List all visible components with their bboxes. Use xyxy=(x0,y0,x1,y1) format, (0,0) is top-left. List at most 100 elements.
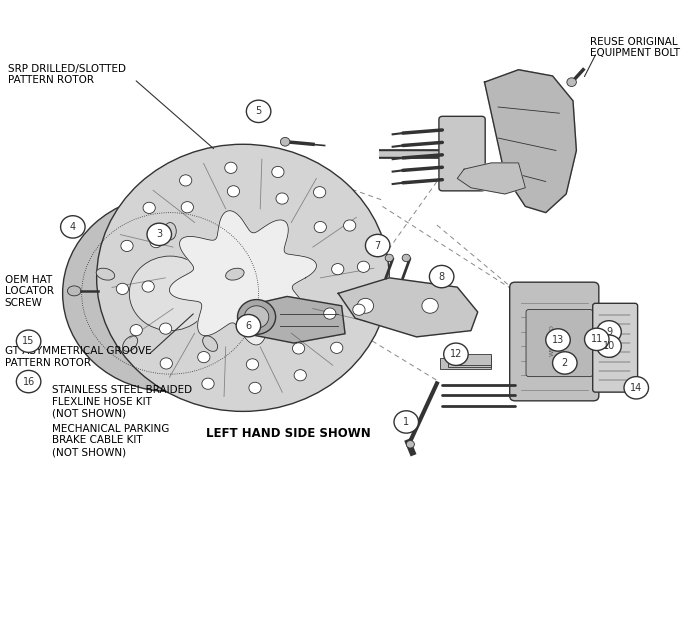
Circle shape xyxy=(552,352,577,374)
FancyBboxPatch shape xyxy=(593,303,638,392)
Circle shape xyxy=(116,283,129,295)
Circle shape xyxy=(402,254,410,261)
FancyBboxPatch shape xyxy=(510,282,598,401)
Circle shape xyxy=(294,369,307,381)
Bar xyxy=(455,354,491,365)
Circle shape xyxy=(143,202,155,213)
Text: 9: 9 xyxy=(606,327,612,337)
Text: 1: 1 xyxy=(403,417,410,427)
Circle shape xyxy=(202,378,214,389)
Bar xyxy=(449,356,491,367)
Text: 11: 11 xyxy=(591,334,603,344)
Text: 5: 5 xyxy=(256,106,262,116)
Circle shape xyxy=(444,343,468,366)
Polygon shape xyxy=(169,211,316,345)
Text: 16: 16 xyxy=(22,376,35,387)
Circle shape xyxy=(130,324,142,336)
Circle shape xyxy=(357,298,374,313)
Circle shape xyxy=(225,162,237,173)
Polygon shape xyxy=(338,278,477,337)
Circle shape xyxy=(246,100,271,122)
Circle shape xyxy=(357,261,370,273)
FancyBboxPatch shape xyxy=(439,116,485,191)
Text: OEM HAT
LOCATOR
SCREW: OEM HAT LOCATOR SCREW xyxy=(5,275,54,308)
Circle shape xyxy=(249,383,261,394)
Circle shape xyxy=(62,195,278,391)
Text: MECHANICAL PARKING
BRAKE CABLE KIT
(NOT SHOWN): MECHANICAL PARKING BRAKE CABLE KIT (NOT … xyxy=(52,424,170,457)
Circle shape xyxy=(406,441,414,448)
Text: GT ASYMMETRICAL GROOVE
PATTERN ROTOR: GT ASYMMETRICAL GROOVE PATTERN ROTOR xyxy=(5,346,151,368)
Circle shape xyxy=(584,328,609,351)
Circle shape xyxy=(272,167,284,178)
Text: 8: 8 xyxy=(439,271,444,281)
Text: 4: 4 xyxy=(70,222,76,232)
Text: 12: 12 xyxy=(449,349,462,359)
Circle shape xyxy=(276,193,288,204)
Ellipse shape xyxy=(96,268,115,280)
Circle shape xyxy=(293,343,304,354)
Circle shape xyxy=(150,236,162,248)
Circle shape xyxy=(323,308,336,319)
Circle shape xyxy=(597,321,622,343)
Circle shape xyxy=(197,351,210,363)
Text: 14: 14 xyxy=(630,383,643,392)
Circle shape xyxy=(61,216,85,238)
Text: 2: 2 xyxy=(561,358,568,368)
Text: 3: 3 xyxy=(156,230,162,240)
Circle shape xyxy=(281,137,290,146)
Text: STAINLESS STEEL BRAIDED
FLEXLINE HOSE KIT
(NOT SHOWN): STAINLESS STEEL BRAIDED FLEXLINE HOSE KI… xyxy=(52,385,192,419)
Text: LEFT HAND SIDE SHOWN: LEFT HAND SIDE SHOWN xyxy=(206,427,370,440)
Circle shape xyxy=(546,329,570,351)
Circle shape xyxy=(314,187,326,198)
Bar xyxy=(440,358,491,369)
Ellipse shape xyxy=(225,268,244,280)
Polygon shape xyxy=(484,70,576,213)
Text: WILWOOD: WILWOOD xyxy=(612,329,617,357)
Circle shape xyxy=(385,254,393,261)
FancyBboxPatch shape xyxy=(526,310,593,377)
Circle shape xyxy=(394,411,419,433)
Circle shape xyxy=(244,306,269,328)
Text: 15: 15 xyxy=(22,336,35,346)
Circle shape xyxy=(142,281,154,292)
Circle shape xyxy=(353,304,365,315)
Circle shape xyxy=(16,330,41,353)
Circle shape xyxy=(567,78,576,87)
Circle shape xyxy=(365,235,390,256)
Polygon shape xyxy=(457,163,525,194)
Text: 10: 10 xyxy=(603,341,615,351)
Ellipse shape xyxy=(203,336,218,351)
Ellipse shape xyxy=(122,336,138,351)
Text: 6: 6 xyxy=(245,321,251,331)
Circle shape xyxy=(552,331,564,343)
Circle shape xyxy=(130,256,211,331)
Text: WILWOOD: WILWOOD xyxy=(550,324,555,356)
Circle shape xyxy=(429,265,454,288)
Text: 13: 13 xyxy=(552,335,564,345)
Circle shape xyxy=(16,371,41,392)
Ellipse shape xyxy=(67,286,81,296)
Circle shape xyxy=(181,202,193,213)
Circle shape xyxy=(237,300,276,334)
Text: 7: 7 xyxy=(374,240,381,250)
Circle shape xyxy=(147,223,172,245)
Circle shape xyxy=(160,358,172,369)
Circle shape xyxy=(422,298,438,313)
Circle shape xyxy=(228,186,239,197)
Text: REUSE ORIGINAL
EQUIPMENT BOLT: REUSE ORIGINAL EQUIPMENT BOLT xyxy=(590,37,680,59)
Circle shape xyxy=(314,222,326,233)
Circle shape xyxy=(121,240,133,251)
Circle shape xyxy=(179,175,192,186)
Circle shape xyxy=(236,314,260,337)
Circle shape xyxy=(597,335,622,358)
Circle shape xyxy=(624,377,648,399)
Circle shape xyxy=(246,359,258,370)
Circle shape xyxy=(332,263,344,275)
Circle shape xyxy=(160,323,172,334)
Text: SRP DRILLED/SLOTTED
PATTERN ROTOR: SRP DRILLED/SLOTTED PATTERN ROTOR xyxy=(8,64,126,85)
Circle shape xyxy=(97,144,389,411)
Circle shape xyxy=(330,342,343,353)
Ellipse shape xyxy=(164,223,176,240)
Circle shape xyxy=(557,356,573,370)
Circle shape xyxy=(344,220,356,231)
